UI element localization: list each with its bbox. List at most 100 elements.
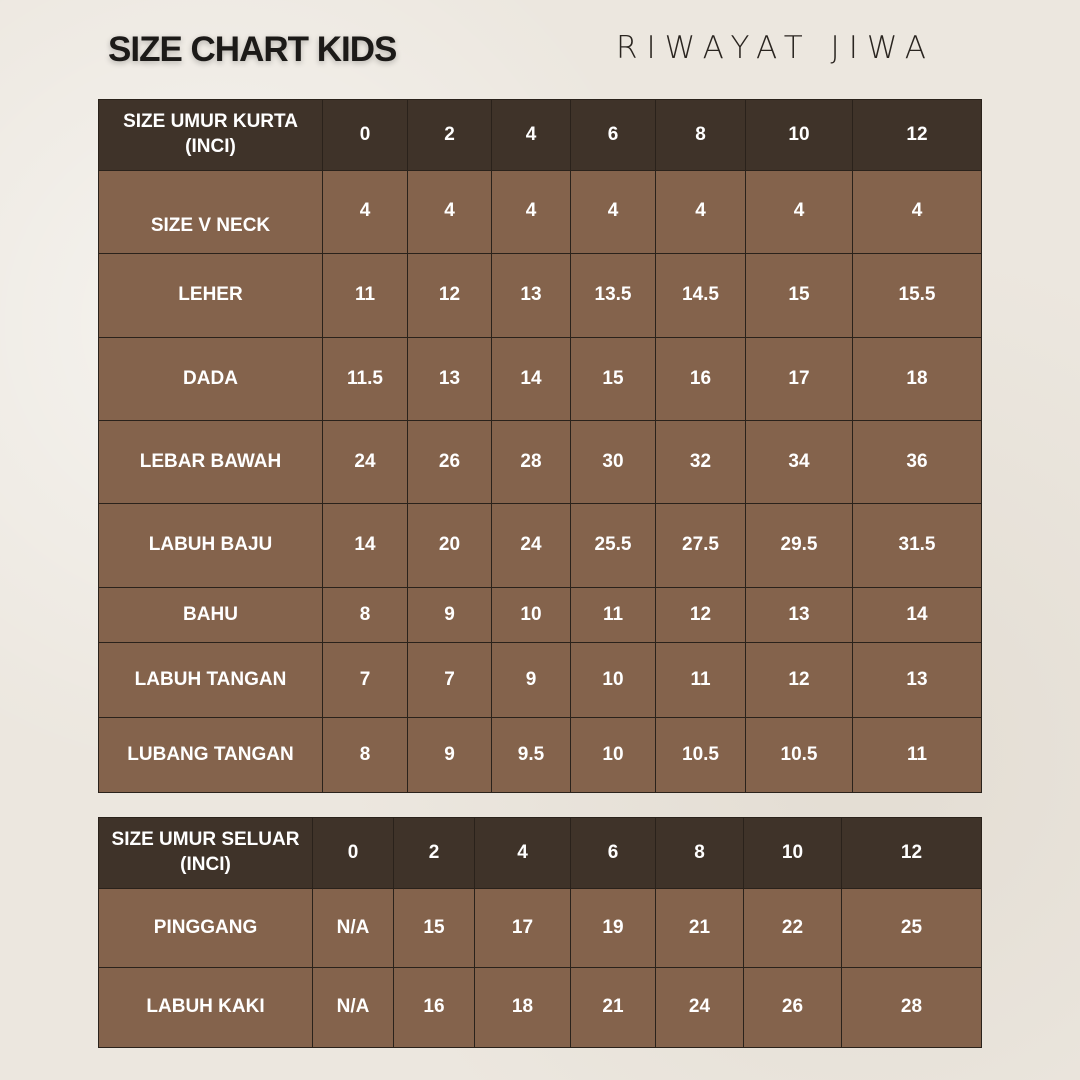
value-cell: 11 xyxy=(322,253,408,338)
value-cell: 8 xyxy=(322,717,408,793)
value-cell: 15 xyxy=(745,253,853,338)
value-cell: 10 xyxy=(570,717,656,793)
value-cell: 31.5 xyxy=(852,503,982,588)
value-cell: 20 xyxy=(407,503,492,588)
size-header-cell: 0 xyxy=(312,817,394,889)
size-header-cell: 6 xyxy=(570,99,656,171)
size-header-cell: 12 xyxy=(841,817,982,889)
value-cell: 21 xyxy=(655,888,744,968)
value-cell: 17 xyxy=(474,888,571,968)
table-header-row: SIZE UMUR KURTA (INCI) 0 2 4 6 8 10 12 xyxy=(98,99,982,171)
value-cell: 28 xyxy=(841,967,982,1048)
value-cell: 14 xyxy=(491,337,571,421)
value-cell: 34 xyxy=(745,420,853,504)
value-cell: 24 xyxy=(491,503,571,588)
size-header-cell: 4 xyxy=(474,817,571,889)
table-row: LEHER 11 12 13 13.5 14.5 15 15.5 xyxy=(98,253,982,338)
value-cell: 30 xyxy=(570,420,656,504)
value-cell: 17 xyxy=(745,337,853,421)
header-label-cell: SIZE UMUR SELUAR (INCI) xyxy=(98,817,313,889)
value-cell: 12 xyxy=(655,587,746,643)
value-cell: N/A xyxy=(312,888,394,968)
value-cell: 10 xyxy=(491,587,571,643)
value-cell: 22 xyxy=(743,888,842,968)
table-row: LUBANG TANGAN 8 9 9.5 10 10.5 10.5 11 xyxy=(98,717,982,793)
size-header-cell: 0 xyxy=(322,99,408,171)
table-row: BAHU 8 9 10 11 12 13 14 xyxy=(98,587,982,643)
seluar-size-table: SIZE UMUR SELUAR (INCI) 0 2 4 6 8 10 12 PINGGANG… xyxy=(98,817,982,1048)
size-header-cell: 2 xyxy=(407,99,492,171)
value-cell: 4 xyxy=(407,170,492,254)
header-label-cell: SIZE UMUR KURTA (INCI) xyxy=(98,99,323,171)
table-row: LABUH TANGAN 7 7 9 10 11 12 13 xyxy=(98,642,982,718)
value-cell: 12 xyxy=(407,253,492,338)
value-cell: 12 xyxy=(745,642,853,718)
value-cell: 4 xyxy=(570,170,656,254)
table-row: PINGGANG N/A 15 17 19 21 22 25 xyxy=(98,888,982,968)
table-row: LEBAR BAWAH 24 26 28 30 32 34 36 xyxy=(98,420,982,504)
value-cell: 13 xyxy=(852,642,982,718)
value-cell: 9 xyxy=(407,587,492,643)
value-cell: 16 xyxy=(393,967,475,1048)
value-cell: 25 xyxy=(841,888,982,968)
value-cell: 25.5 xyxy=(570,503,656,588)
value-cell: 28 xyxy=(491,420,571,504)
kurta-size-table: SIZE UMUR KURTA (INCI) 0 2 4 6 8 10 12 SIZE V NE… xyxy=(98,99,982,793)
value-cell: 16 xyxy=(655,337,746,421)
value-cell: 14 xyxy=(852,587,982,643)
value-cell: 8 xyxy=(322,587,408,643)
value-cell: 26 xyxy=(743,967,842,1048)
value-cell: 9 xyxy=(491,642,571,718)
brand-logo: RIWAYAT JIWA xyxy=(616,30,936,66)
table-row: LABUH BAJU 14 20 24 25.5 27.5 29.5 31.5 xyxy=(98,503,982,588)
value-cell: 11 xyxy=(570,587,656,643)
table-header-row: SIZE UMUR SELUAR (INCI) 0 2 4 6 8 10 12 xyxy=(98,817,982,889)
value-cell: 24 xyxy=(655,967,744,1048)
value-cell: 15.5 xyxy=(852,253,982,338)
measurement-label-cell: LUBANG TANGAN xyxy=(98,717,323,793)
value-cell: 24 xyxy=(322,420,408,504)
size-header-cell: 4 xyxy=(491,99,571,171)
value-cell: 4 xyxy=(491,170,571,254)
measurement-label-cell: DADA xyxy=(98,337,323,421)
measurement-label-cell: LABUH KAKI xyxy=(98,967,313,1048)
value-cell: 13.5 xyxy=(570,253,656,338)
value-cell: 10 xyxy=(570,642,656,718)
value-cell: 10.5 xyxy=(745,717,853,793)
value-cell: 13 xyxy=(407,337,492,421)
measurement-label-cell: LABUH TANGAN xyxy=(98,642,323,718)
size-header-cell: 2 xyxy=(393,817,475,889)
value-cell: 14.5 xyxy=(655,253,746,338)
size-header-cell: 8 xyxy=(655,817,744,889)
table-row: LABUH KAKI N/A 16 18 21 24 26 28 xyxy=(98,967,982,1048)
size-header-cell: 6 xyxy=(570,817,656,889)
measurement-label-cell: LEBAR BAWAH xyxy=(98,420,323,504)
value-cell: 10.5 xyxy=(655,717,746,793)
size-header-cell: 10 xyxy=(745,99,853,171)
value-cell: 32 xyxy=(655,420,746,504)
table-row: SIZE V NECK 4 4 4 4 4 4 4 xyxy=(98,170,982,254)
value-cell: 36 xyxy=(852,420,982,504)
value-cell: 26 xyxy=(407,420,492,504)
value-cell: 29.5 xyxy=(745,503,853,588)
value-cell: 4 xyxy=(852,170,982,254)
value-cell: 4 xyxy=(655,170,746,254)
size-header-cell: 10 xyxy=(743,817,842,889)
size-header-cell: 12 xyxy=(852,99,982,171)
value-cell: N/A xyxy=(312,967,394,1048)
table-row: DADA 11.5 13 14 15 16 17 18 xyxy=(98,337,982,421)
value-cell: 18 xyxy=(852,337,982,421)
value-cell: 15 xyxy=(393,888,475,968)
value-cell: 11 xyxy=(655,642,746,718)
value-cell: 14 xyxy=(322,503,408,588)
value-cell: 9.5 xyxy=(491,717,571,793)
value-cell: 21 xyxy=(570,967,656,1048)
measurement-label-cell: LEHER xyxy=(98,253,323,338)
value-cell: 7 xyxy=(322,642,408,718)
measurement-label-cell: PINGGANG xyxy=(98,888,313,968)
value-cell: 7 xyxy=(407,642,492,718)
value-cell: 11 xyxy=(852,717,982,793)
value-cell: 4 xyxy=(322,170,408,254)
value-cell: 27.5 xyxy=(655,503,746,588)
value-cell: 4 xyxy=(745,170,853,254)
